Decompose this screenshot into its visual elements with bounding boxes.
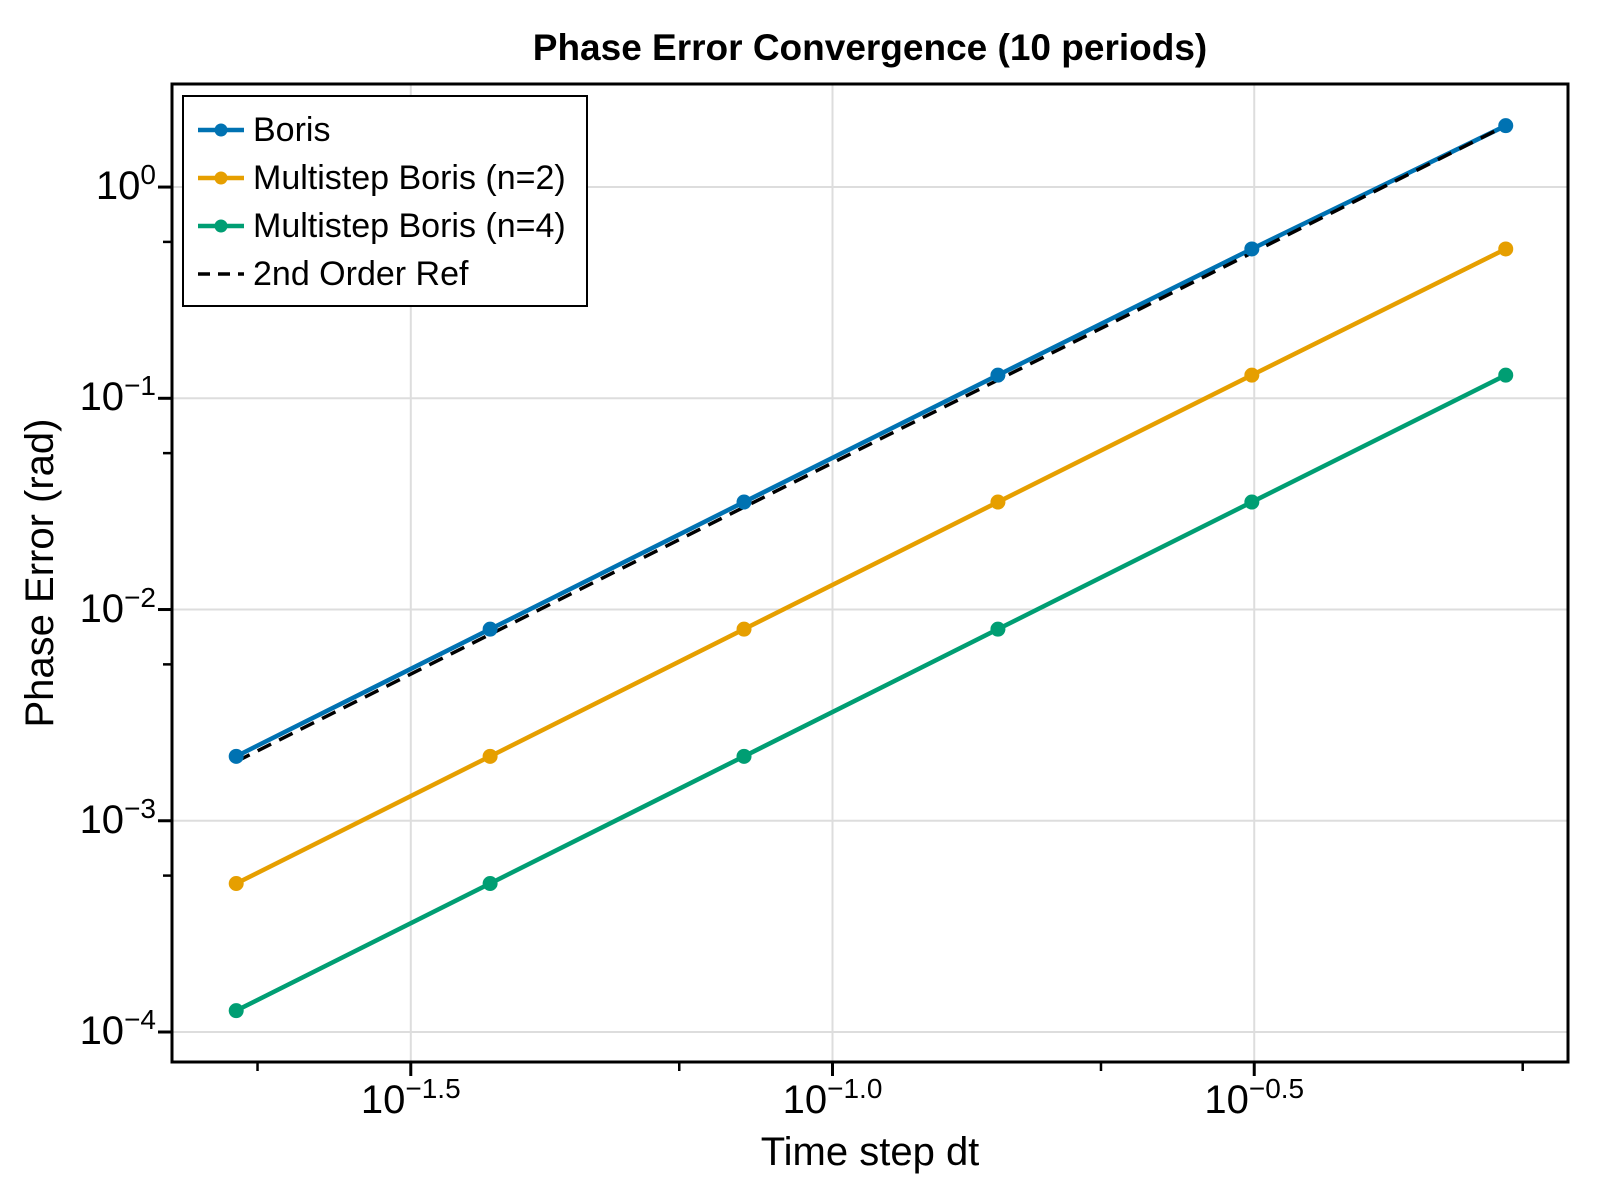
legend-line-marker-icon [198,123,244,137]
data-point [482,875,498,891]
legend-item-2nd-order-ref: 2nd Order Ref [184,250,586,298]
y-axis-label: Phase Error (rad) [18,418,62,728]
chart-title: Phase Error Convergence (10 periods) [532,27,1208,68]
y-tick-label: 10−2 [79,581,156,631]
series-line-multistep-boris-n-4 [233,372,1508,1013]
y-tick-label: 10−1 [79,370,156,420]
data-point [736,494,752,510]
data-point [1498,367,1514,383]
data-point [1244,494,1260,510]
data-point [990,621,1006,637]
x-axis-label: Time step dt [760,1130,980,1174]
legend-item-multistep-n2: Multistep Boris (n=2) [184,154,586,202]
x-tick-label: 10−1.5 [360,1073,461,1123]
series-line-2nd-order-ref [235,124,1507,764]
data-point [1244,367,1260,383]
legend-label: Multistep Boris (n=2) [253,158,566,197]
legend-item-boris: Boris [184,106,586,154]
y-tick-label: 10−3 [79,792,156,842]
data-point [1498,118,1514,134]
data-point [228,875,244,891]
data-point [482,748,498,764]
data-point [1498,241,1514,257]
legend-dashed-line-icon [198,272,244,276]
series-line-boris [233,123,1508,759]
data-point [228,1003,244,1019]
data-point [736,748,752,764]
plot-frame [170,82,1570,1064]
legend-line-marker-icon [198,171,244,185]
y-tick-label: 100 [95,159,156,209]
data-point [990,367,1006,383]
legend-label: Boris [253,110,331,149]
x-tick-label: 10−0.5 [1204,1073,1305,1123]
x-tick-label: 10−1.0 [782,1073,883,1123]
data-point [736,621,752,637]
legend-label: 2nd Order Ref [253,254,469,293]
data-point [228,748,244,764]
data-point [990,494,1006,510]
legend-line-marker-icon [198,219,244,233]
y-tick-label: 10−4 [79,1003,156,1053]
legend-label: Multistep Boris (n=4) [253,206,566,245]
legend-item-multistep-n4: Multistep Boris (n=4) [184,202,586,250]
data-point [1244,241,1260,257]
legend: Boris Multistep Boris (n=2) Multistep Bo… [182,95,588,307]
series-line-multistep-boris-n-2 [233,246,1508,886]
data-point [482,621,498,637]
